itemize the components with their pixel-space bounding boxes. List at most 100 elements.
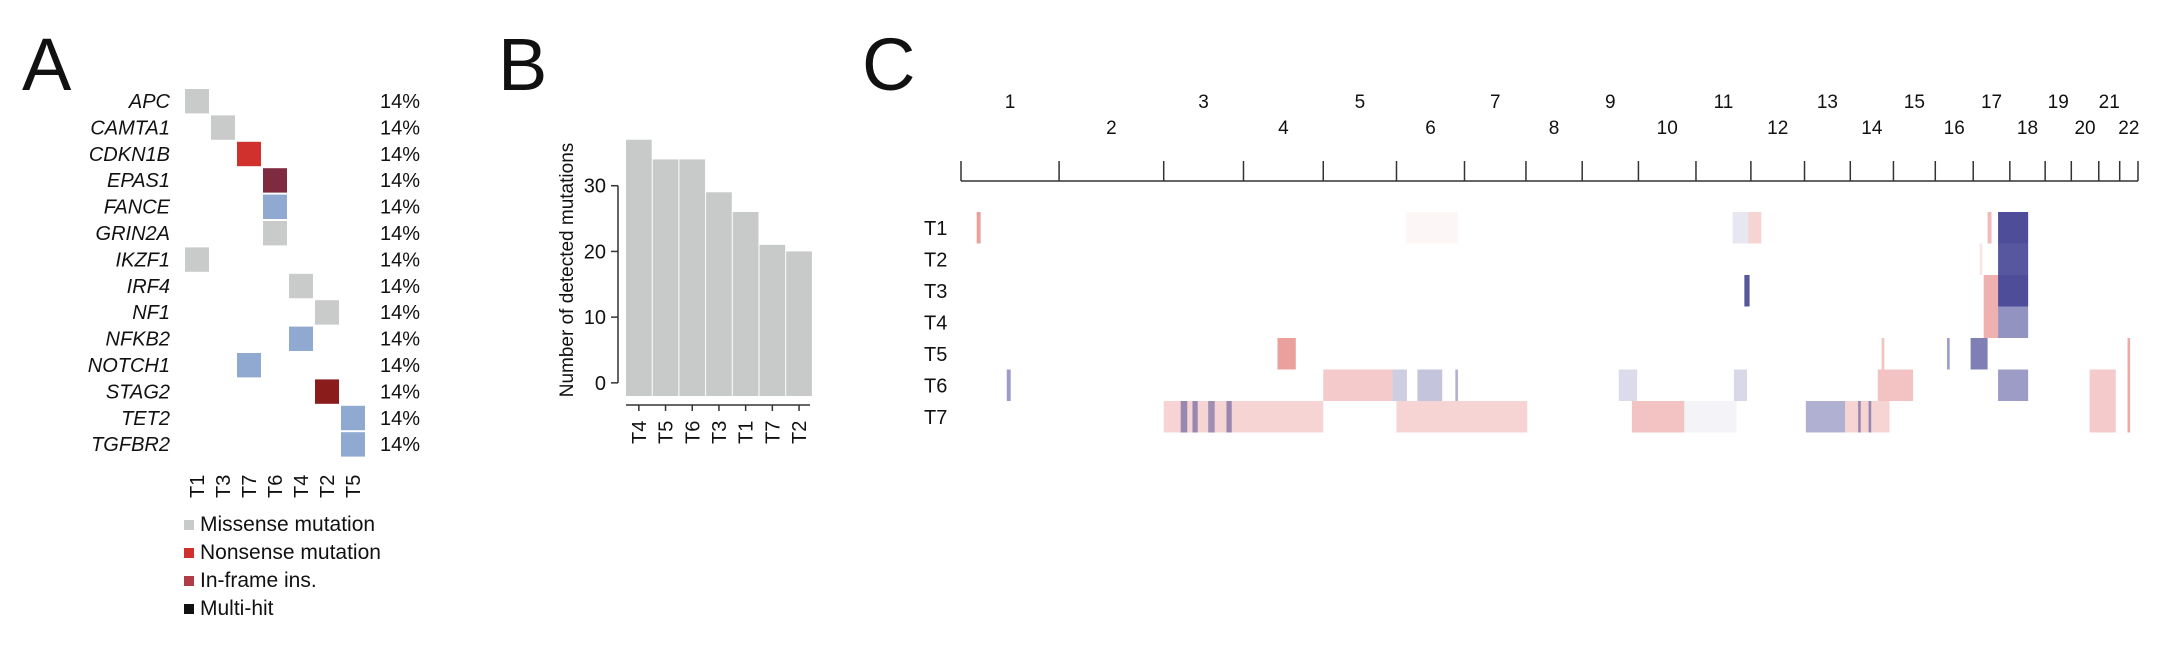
x-tick-label-t1: T1: [736, 421, 758, 444]
chromosome-label-21: 21: [2099, 92, 2120, 113]
chromosome-ticks: [960, 161, 2139, 181]
chromosome-label-5: 5: [1355, 92, 1366, 113]
gene-label-fance: FANCE: [104, 197, 171, 219]
cnv-segment-loss-t7: [1858, 401, 1861, 433]
percent-label: 14%: [380, 381, 420, 403]
mutation-cells: [185, 89, 365, 457]
bar-t7: [759, 244, 786, 396]
chromosome-label-13: 13: [1817, 92, 1838, 113]
cnv-segment-loss-t4: [1998, 306, 2029, 338]
mutation-cell-tet2-t5: [341, 405, 365, 431]
cnv-segment-gain-t3: [1983, 275, 1999, 307]
cnv-segment-loss-t3: [1998, 275, 2029, 307]
percent-label: 14%: [380, 197, 420, 219]
cnv-segment-loss-t6: [1417, 369, 1443, 401]
chromosome-label-15: 15: [1904, 92, 1925, 113]
y-ticks: 0 10 20 30: [584, 176, 618, 395]
cnv-sample-label-t1: T1: [924, 218, 947, 240]
x-tick-label-t3: T3: [709, 421, 731, 444]
chromosome-label-11: 11: [1714, 92, 1734, 113]
x-tick-label-t2: T2: [789, 421, 811, 444]
chromosome-label-20: 20: [2074, 118, 2095, 139]
sample-label-t3: T3: [213, 475, 235, 498]
cnv-segments: [976, 212, 2131, 433]
mutation-cell-tgfbr2-t5: [341, 432, 365, 457]
percent-label: 14%: [380, 223, 420, 245]
percent-label: 14%: [380, 408, 420, 430]
gene-label-notch1: NOTCH1: [88, 355, 170, 377]
cnv-segment-loss-t5: [1947, 338, 1950, 370]
chromosome-label-12: 12: [1767, 118, 1788, 139]
bar-t2: [786, 251, 812, 396]
panel-c-label: C: [862, 23, 915, 106]
legend-swatch: [184, 576, 194, 586]
chromosome-label-22: 22: [2118, 118, 2139, 139]
sample-labels: T1 T3 T7 T6 T4 T2 T5: [187, 475, 365, 498]
gene-label-apc: APC: [128, 91, 171, 113]
sample-label-t7: T7: [239, 475, 261, 498]
cnv-segment-gain-t1: [1748, 212, 1762, 244]
cnv-sample-label-t5: T5: [924, 344, 947, 366]
mutation-cell-camta1-t3: [211, 115, 235, 140]
gene-label-cdkn1b: CDKN1B: [89, 144, 170, 166]
chromosome-label-4: 4: [1278, 118, 1289, 139]
cnv-segment-loss-t6: [1006, 369, 1011, 401]
bar-t5: [652, 159, 679, 396]
gene-label-ikzf1: IKZF1: [116, 249, 170, 271]
gene-label-camta1: CAMTA1: [90, 117, 170, 139]
legend-label: Nonsense mutation: [200, 541, 381, 564]
oncoprint-panel: APC CAMTA1 CDKN1B EPAS1 FANCE GRIN2A IKZF1 IRF4…: [88, 89, 420, 620]
mutation-cell-ikzf1-t1: [185, 247, 209, 272]
gene-label-irf4: IRF4: [127, 276, 170, 298]
mutation-cell-irf4-t4: [289, 273, 313, 299]
cnv-segment-gain-t6: [1323, 369, 1393, 401]
sample-label-t6: T6: [265, 475, 287, 498]
x-tick-label-t5: T5: [656, 421, 678, 444]
sample-label-t2: T2: [317, 475, 339, 498]
cnv-segment-gain-t1: [976, 212, 981, 244]
cnv-segment-gain-t4: [1983, 306, 1999, 338]
cnv-segment-loss-t6: [1618, 369, 1638, 401]
cnv-segment-gain-t5: [1881, 338, 1885, 370]
percent-label: 14%: [380, 170, 420, 192]
sample-label-t4: T4: [291, 475, 313, 498]
gene-label-nfkb2: NFKB2: [106, 329, 170, 351]
chromosome-label-7: 7: [1490, 92, 1501, 113]
panel-a-label: A: [22, 23, 72, 106]
cnv-segment-loss-t7: [1208, 401, 1215, 433]
cnv-sample-label-t7: T7: [924, 407, 947, 429]
chromosome-label-1: 1: [1005, 92, 1016, 113]
sample-label-t1: T1: [187, 475, 209, 498]
mutation-cell-grin2a-t6: [263, 221, 287, 246]
cnv-segment-loss-t5: [1970, 338, 1988, 370]
mutation-legend: Missense mutation Nonsense mutation In-fra…: [184, 513, 381, 620]
mutation-cell-nfkb2-t4: [289, 326, 313, 351]
gene-label-tet2: TET2: [121, 408, 170, 430]
legend-swatch: [184, 548, 194, 558]
x-tick-label-t4: T4: [629, 421, 651, 444]
percent-label: 14%: [380, 249, 420, 271]
chromosome-label-16: 16: [1944, 118, 1965, 139]
cnv-segment-gain-t7: [1845, 401, 1890, 433]
y-axis-label: Number of detected mutations: [557, 143, 578, 398]
cnv-sample-label-t6: T6: [924, 375, 947, 397]
cnv-segment-loss-t7: [1805, 401, 1846, 433]
panel-b-label: B: [498, 23, 547, 106]
cnv-segment-loss-t2: [1998, 243, 2029, 275]
gene-label-tgfbr2: TGFBR2: [91, 434, 170, 456]
legend-label: In-frame ins.: [200, 569, 317, 592]
sample-labels: T1 T2 T3 T4 T5 T6 T7: [924, 218, 947, 429]
percent-label: 14%: [380, 276, 420, 298]
cnv-segment-loss-t7: [1684, 401, 1737, 433]
percent-label: 14%: [380, 302, 420, 324]
gene-labels: APC CAMTA1 CDKN1B EPAS1 FANCE GRIN2A IKZF1 IRF4…: [88, 91, 171, 456]
cnv-segment-loss-t7: [1868, 401, 1872, 433]
cnv-sample-label-t2: T2: [924, 249, 947, 271]
cnv-segment-loss-t3: [1744, 275, 1750, 307]
cnv-segment-gain-t7: [2127, 401, 2131, 433]
bar-t1: [732, 212, 759, 396]
sample-label-t5: T5: [343, 475, 365, 498]
chromosome-label-8: 8: [1549, 118, 1560, 139]
